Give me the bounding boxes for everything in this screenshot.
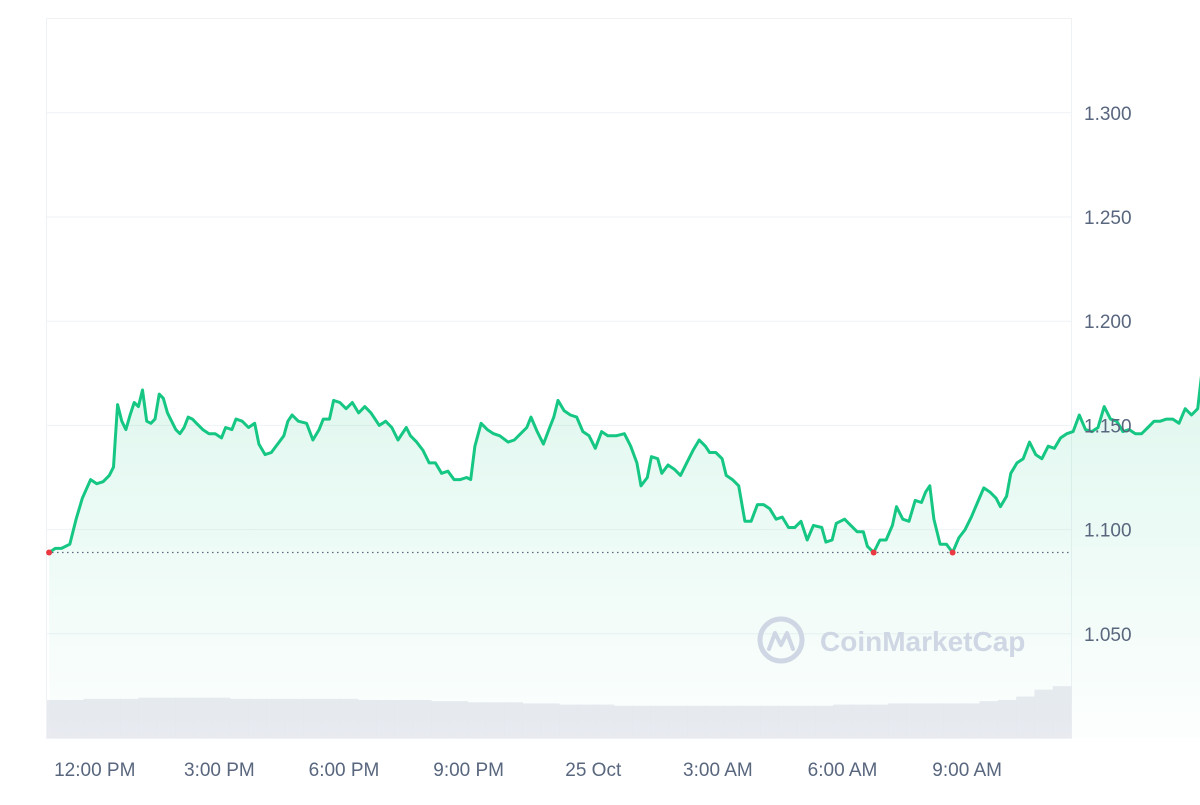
price-line xyxy=(46,375,1200,556)
x-tick-label: 12:00 PM xyxy=(54,760,135,781)
chart-frame xyxy=(46,18,1072,739)
below-baseline-point xyxy=(46,549,53,556)
x-tick-label: 3:00 AM xyxy=(683,760,753,781)
price-area xyxy=(49,388,1200,738)
y-tick-label: 1.150 xyxy=(1084,416,1132,437)
watermark: CoinMarketCap xyxy=(757,616,1025,664)
y-tick-label: 1.100 xyxy=(1084,521,1132,542)
x-tick-label: 6:00 PM xyxy=(309,760,380,781)
x-tick-label: 3:00 PM xyxy=(184,760,255,781)
below-baseline-point xyxy=(870,549,877,556)
x-tick-label: 9:00 PM xyxy=(433,760,504,781)
coinmarketcap-logo-icon xyxy=(757,616,805,664)
below-baseline-point xyxy=(949,549,956,556)
y-axis: 1.050 1.100 1.150 1.200 1.250 1.300 xyxy=(1084,104,1132,646)
y-tick-label: 1.200 xyxy=(1084,312,1132,333)
x-tick-label: 9:00 AM xyxy=(932,760,1002,781)
price-area-fill xyxy=(49,388,1200,738)
x-tick-label: 6:00 AM xyxy=(808,760,878,781)
watermark-text: CoinMarketCap xyxy=(820,626,1025,657)
x-tick-label: 25 Oct xyxy=(565,760,622,781)
price-line-path xyxy=(47,375,1200,554)
y-tick-label: 1.300 xyxy=(1084,104,1132,125)
y-tick-label: 1.250 xyxy=(1084,208,1132,229)
x-axis: 12:00 PM 3:00 PM 6:00 PM 9:00 PM 25 Oct 3:00 … xyxy=(54,760,1002,781)
y-tick-label: 1.050 xyxy=(1084,625,1132,646)
